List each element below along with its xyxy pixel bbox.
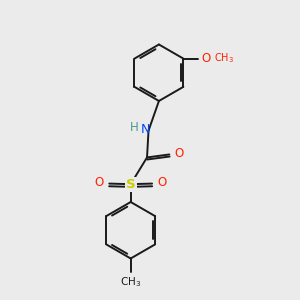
- Text: O: O: [158, 176, 167, 190]
- Text: CH$_3$: CH$_3$: [120, 275, 141, 289]
- Text: O: O: [175, 147, 184, 161]
- Text: O: O: [95, 176, 104, 190]
- Text: N: N: [140, 123, 150, 136]
- Text: H: H: [130, 121, 139, 134]
- Text: CH$_3$: CH$_3$: [214, 51, 234, 65]
- Text: S: S: [126, 178, 136, 191]
- Text: O: O: [201, 52, 211, 64]
